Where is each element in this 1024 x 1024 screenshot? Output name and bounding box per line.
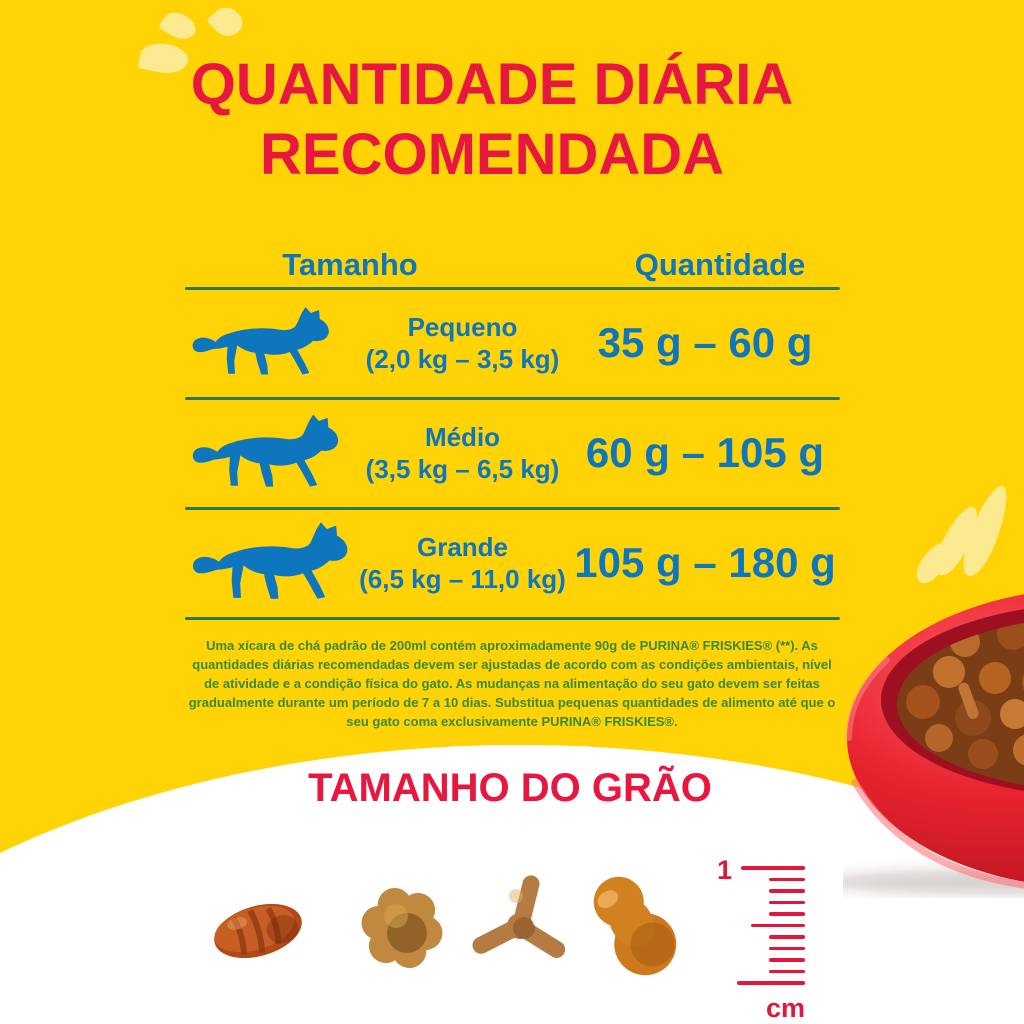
disclaimer-text: Uma xícara de chá padrão de 200ml contém… (188, 638, 836, 729)
ruler-tick-major (737, 981, 805, 985)
size-name: Grande (416, 532, 509, 562)
page-title-line2: RECOMENDADA (260, 122, 724, 187)
ruler-tick-minor (769, 877, 805, 881)
size-label: Médio (3,5 kg – 6,5 kg) (355, 421, 570, 485)
cat-silhouette-large-icon (190, 521, 360, 606)
table-divider (185, 617, 840, 620)
kibble-oval-pellet (206, 890, 310, 977)
cat-silhouette-medium-icon (190, 413, 350, 493)
table-divider (185, 397, 840, 400)
weight-range: (3,5 kg – 6,5 kg) (365, 454, 560, 484)
size-label: Pequeno (2,0 kg – 3,5 kg) (355, 311, 570, 375)
column-header-size: Tamanho (282, 247, 418, 282)
quantity-value: 60 g – 105 g (585, 429, 825, 476)
ruler-tick-minor (769, 900, 805, 904)
ruler-tick-minor (769, 946, 805, 950)
ruler-tick-half (751, 923, 805, 927)
table-row-medio: Médio (3,5 kg – 6,5 kg) 60 g – 105 g (185, 398, 840, 508)
kibble-peanut (576, 860, 688, 991)
ruler-tick-minor (769, 935, 805, 939)
size-label: Grande (6,5 kg – 11,0 kg) (355, 531, 570, 595)
ruler-top-label: 1 (717, 855, 733, 885)
food-bowl-image (823, 582, 1024, 903)
grain-section-title: TAMANHO DO GRÃO (308, 766, 712, 810)
cat-silhouette-small-icon (190, 306, 340, 381)
quantity-value: 105 g – 180 g (574, 539, 836, 586)
kibble-y-shape (472, 870, 568, 981)
size-name: Pequeno (407, 312, 518, 342)
ruler-tick-minor (769, 958, 805, 962)
table-row-pequeno: Pequeno (2,0 kg – 3,5 kg) 35 g – 60 g (185, 288, 840, 398)
page-title-line1: QUANTIDADE DIÁRIA (190, 52, 794, 117)
weight-range: (2,0 kg – 3,5 kg) (365, 344, 560, 374)
column-header-quantity: Quantidade (634, 247, 806, 282)
ruler-tick-minor (769, 889, 805, 893)
page-title: QUANTIDADE DIÁRIA RECOMENDADA (92, 50, 892, 190)
feeding-table: Tamanho Quantidade Pequeno (2,0 kg – 3,5… (185, 245, 840, 620)
ruler-unit-label: cm (765, 992, 805, 1023)
table-divider (185, 507, 840, 510)
ruler-1cm: 1 cm (713, 855, 805, 1024)
quantity-value: 35 g – 60 g (597, 319, 813, 366)
size-name: Médio (424, 422, 501, 452)
ruler-tick-minor (769, 969, 805, 973)
ruler-tick-minor (769, 912, 805, 916)
kibble-flower (352, 878, 452, 983)
table-divider (185, 287, 840, 290)
sparkle-drop-icon (206, 1, 248, 43)
weight-range: (6,5 kg – 11,0 kg) (359, 564, 566, 594)
table-row-grande: Grande (6,5 kg – 11,0 kg) 105 g – 180 g (185, 508, 840, 618)
sparkle-drop-icon (158, 6, 200, 46)
ruler-tick-major (741, 866, 805, 870)
